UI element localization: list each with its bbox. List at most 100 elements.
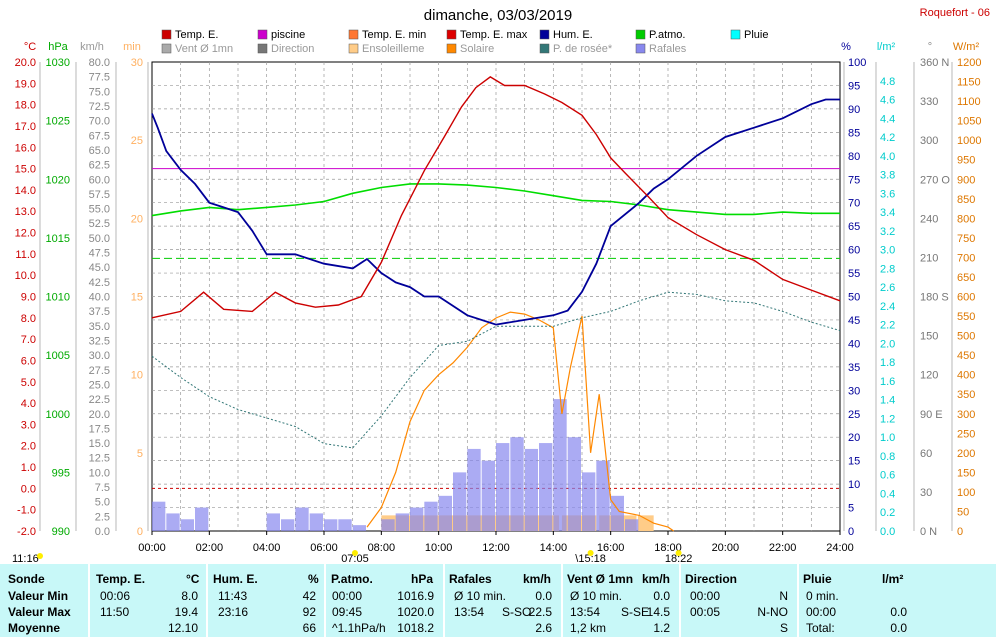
table-cell-pl_val: 0.0: [890, 621, 907, 635]
legend-label: Temp. E.: [175, 29, 218, 41]
rain-tick: 1.6: [880, 376, 895, 388]
wind-tick: 57.5: [89, 189, 110, 201]
wind-tick: 77.5: [89, 72, 110, 84]
table-cell-v_lab: Ø 10 min.: [570, 589, 623, 603]
hdr-hum: Hum. E.: [213, 572, 258, 586]
wind-tick: 15.0: [89, 438, 110, 450]
dir-tick: 0 N: [920, 526, 937, 538]
rain-tick: 0.4: [880, 488, 895, 500]
legend-label: P.atmo.: [649, 29, 686, 41]
table-cell-v_val: 1.2: [653, 621, 670, 635]
solar-tick: 600: [957, 292, 975, 304]
table-separator: [561, 564, 563, 637]
gust-bar: [281, 519, 295, 531]
x-tick: 08:00: [368, 542, 396, 554]
table-cell-label: Moyenne: [8, 621, 61, 635]
solar-tick: 1050: [957, 116, 981, 128]
temp-tick: 10.0: [15, 270, 36, 282]
min-tick: 5: [137, 448, 143, 460]
solar-tick: 750: [957, 233, 975, 245]
solar-tick: 400: [957, 370, 975, 382]
hum-tick: 95: [848, 80, 860, 92]
chart-title: dimanche, 03/03/2019: [424, 7, 572, 24]
table-cell-pl_lab: 00:00: [806, 605, 837, 619]
sun-icon: [675, 550, 682, 556]
hum-tick: 55: [848, 268, 860, 280]
hum-tick: 60: [848, 245, 860, 257]
gust-bar: [424, 501, 438, 531]
rain-tick: 1.8: [880, 357, 895, 369]
temp-tick: 20.0: [15, 57, 36, 69]
dir-tick: 180 S: [920, 292, 949, 304]
legend-swatch: [446, 29, 457, 40]
sunshine-bar: [637, 515, 654, 531]
rain-tick: 2.6: [880, 282, 895, 294]
table-separator: [324, 564, 326, 637]
temp-tick: 18.0: [15, 100, 36, 112]
wind-tick: 55.0: [89, 204, 110, 216]
legend-swatch: [539, 43, 550, 54]
rain-tick: 2.0: [880, 338, 895, 350]
rain-tick: 4.0: [880, 151, 895, 163]
table-cell-d_val: N-NO: [757, 605, 788, 619]
min-tick: 30: [131, 57, 143, 69]
legend-swatch: [161, 43, 172, 54]
legend-label: Ensoleilleme: [362, 43, 424, 55]
legend-label: Solaire: [460, 43, 494, 55]
day-length: 11:16: [12, 553, 39, 564]
wind-tick: 32.5: [89, 335, 110, 347]
hum-tick: 65: [848, 221, 860, 233]
axis-unit: l/m²: [877, 41, 896, 53]
gust-bar: [467, 448, 481, 531]
x-tick: 06:00: [310, 542, 338, 554]
wind-tick: 52.5: [89, 218, 110, 230]
table-cell-h_val: 42: [302, 589, 316, 603]
temp-tick: 1.0: [21, 462, 36, 474]
axis-unit: km/h: [80, 41, 104, 53]
hdr-press: P.atmo.: [331, 572, 373, 586]
table-cell-p_time: 00:00: [332, 589, 363, 603]
table-cell-pl_lab: Total:: [806, 621, 835, 635]
legend-label: Pluie: [744, 29, 768, 41]
sun-icon: [351, 550, 358, 556]
hdr-pluie: Pluie: [803, 572, 832, 586]
temp-tick: 6.0: [21, 355, 36, 367]
gust-bar: [295, 507, 309, 531]
summary-table: [0, 564, 996, 637]
wind-tick: 10.0: [89, 467, 110, 479]
wind-tick: 5.0: [95, 497, 110, 509]
table-cell-r_val: 0.0: [535, 589, 552, 603]
press-tick: 1030: [46, 57, 70, 69]
table-cell-d_time: 00:05: [690, 605, 721, 619]
table-cell-t_time: 00:06: [100, 589, 131, 603]
gust-bar: [152, 501, 166, 531]
weather-chart: dimanche, 03/03/2019 Roquefort - 06 Temp…: [12, 7, 990, 564]
legend-swatch: [446, 43, 457, 54]
wind-tick: 27.5: [89, 365, 110, 377]
gust-bar: [395, 513, 409, 531]
rain-tick: 3.2: [880, 226, 895, 238]
legend-swatch: [161, 29, 172, 40]
rain-tick: 3.6: [880, 188, 895, 200]
rain-tick: 4.6: [880, 95, 895, 107]
legend-label: piscine: [271, 29, 305, 41]
solar-tick: 0: [957, 526, 963, 538]
table-cell-pl_lab: 0 min.: [806, 589, 839, 603]
table-separator: [443, 564, 445, 637]
x-tick: 12:00: [482, 542, 510, 554]
min-tick: 15: [131, 292, 143, 304]
axes: 20.0 19.0 18.0 17.0 16.0 15.0 14.0 13.0 12.0 11.0…: [15, 57, 982, 554]
rain-tick: 4.2: [880, 132, 895, 144]
wind-tick: 75.0: [89, 86, 110, 98]
press-tick: 1005: [46, 350, 70, 362]
hum-tick: 50: [848, 292, 860, 304]
min-tick: 0: [137, 526, 143, 538]
hum-tick: 100: [848, 57, 866, 69]
hum-tick: 70: [848, 198, 860, 210]
series-p-atmo-: [151, 183, 840, 217]
axis-unit: °C: [24, 41, 36, 53]
wind-tick: 12.5: [89, 453, 110, 465]
solar-tick: 350: [957, 389, 975, 401]
table-cell-p_val: 1016.9: [397, 589, 434, 603]
temp-tick: 19.0: [15, 78, 36, 90]
